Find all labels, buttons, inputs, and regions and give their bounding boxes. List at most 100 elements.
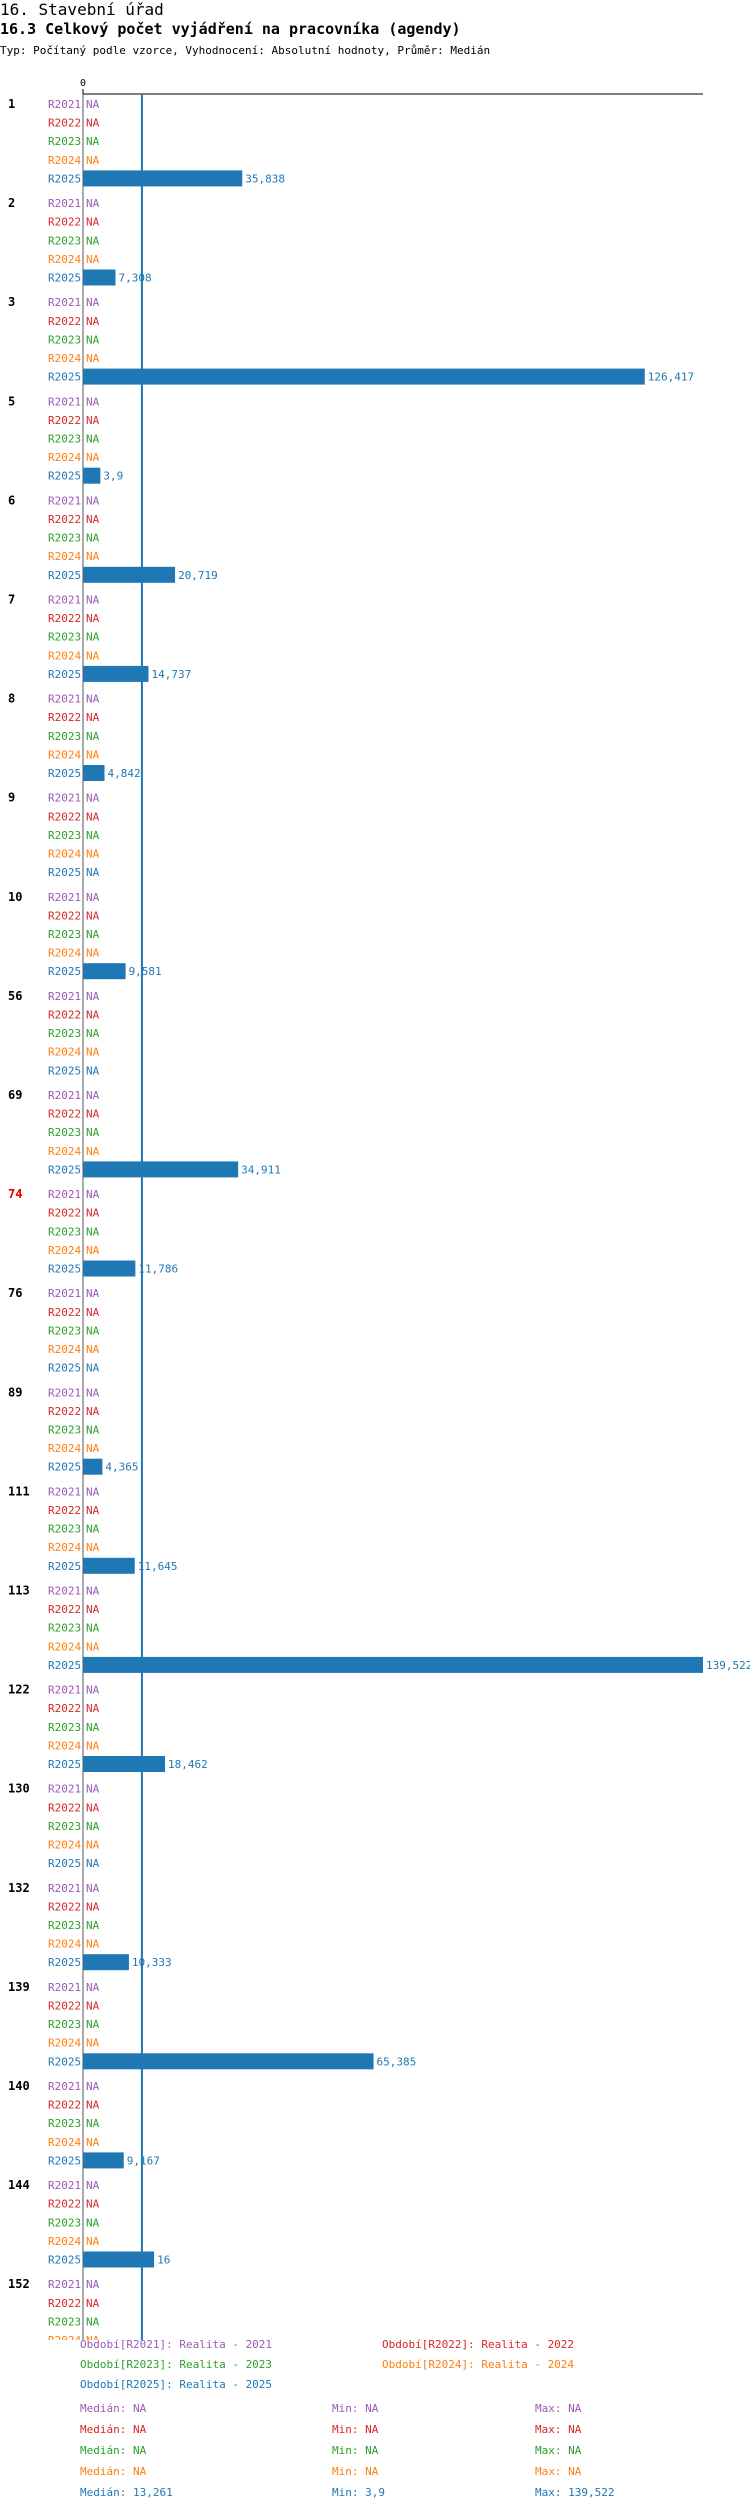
- series-label: R2025: [48, 2055, 81, 2068]
- group-label: 74: [8, 1187, 22, 1201]
- series-label: R2021: [48, 395, 81, 408]
- na-label: NA: [86, 693, 100, 706]
- data-label: 11,645: [138, 1560, 178, 1573]
- series-label: R2025: [48, 371, 81, 384]
- series-label: R2021: [48, 197, 81, 210]
- bar: [83, 1557, 135, 1574]
- na-label: NA: [86, 433, 100, 446]
- na-label: NA: [86, 333, 100, 346]
- na-label: NA: [86, 1485, 100, 1498]
- chart-title: 16.3 Celkový počet vyjádření na pracovní…: [0, 20, 461, 38]
- series-label: R2021: [48, 693, 81, 706]
- group-label: 69: [8, 1088, 22, 1102]
- na-label: NA: [86, 1108, 100, 1121]
- na-label: NA: [86, 2000, 100, 2013]
- na-label: NA: [86, 1981, 100, 1994]
- na-label: NA: [86, 1244, 100, 1257]
- bar: [83, 467, 101, 484]
- series-label: R2024: [48, 1839, 81, 1852]
- series-label: R2024: [48, 352, 81, 365]
- na-label: NA: [86, 1324, 100, 1337]
- series-label: R2025: [48, 1758, 81, 1771]
- na-label: NA: [86, 1009, 100, 1022]
- series-label: R2025: [48, 1659, 81, 1672]
- x-tick-label: 0: [80, 78, 86, 89]
- na-label: NA: [86, 2018, 100, 2031]
- na-label: NA: [86, 2334, 100, 2340]
- group-label: 7: [8, 593, 15, 607]
- series-label: R2023: [48, 1820, 81, 1833]
- group-label: 130: [8, 1782, 30, 1796]
- series-label: R2021: [48, 2278, 81, 2291]
- group-label: 8: [8, 692, 15, 706]
- series-label: R2024: [48, 2037, 81, 2050]
- bar: [83, 368, 645, 385]
- series-label: R2022: [48, 1108, 81, 1121]
- legend-period: Období[R2021]: Realita - 2021: [80, 2338, 273, 2351]
- data-label: 3,9: [103, 470, 123, 483]
- series-label: R2024: [48, 947, 81, 960]
- na-label: NA: [86, 1938, 100, 1951]
- na-label: NA: [86, 848, 100, 861]
- series-label: R2022: [48, 1504, 81, 1517]
- series-label: R2025: [48, 1263, 81, 1276]
- series-label: R2024: [48, 451, 81, 464]
- legend-period: Období[R2023]: Realita - 2023: [80, 2358, 273, 2371]
- data-label: 4,842: [108, 767, 141, 780]
- series-label: R2025: [48, 965, 81, 978]
- na-label: NA: [86, 711, 100, 724]
- na-label: NA: [86, 810, 100, 823]
- na-label: NA: [86, 98, 100, 111]
- bar: [83, 566, 176, 583]
- series-label: R2021: [48, 1684, 81, 1697]
- series-label: R2023: [48, 928, 81, 941]
- na-label: NA: [86, 550, 100, 563]
- na-label: NA: [86, 891, 100, 904]
- group-label: 9: [8, 791, 15, 805]
- na-label: NA: [86, 730, 100, 743]
- bar: [83, 2053, 374, 2070]
- na-label: NA: [86, 197, 100, 210]
- bar: [83, 1656, 703, 1673]
- series-label: R2021: [48, 1089, 81, 1102]
- group-label: 132: [8, 1881, 30, 1895]
- na-label: NA: [86, 1504, 100, 1517]
- series-label: R2023: [48, 333, 81, 346]
- na-label: NA: [86, 2099, 100, 2112]
- group-label: 5: [8, 394, 15, 408]
- series-label: R2024: [48, 748, 81, 761]
- series-label: R2024: [48, 649, 81, 662]
- legend-min: Min: 3,9: [332, 2486, 385, 2499]
- na-label: NA: [86, 1188, 100, 1201]
- na-label: NA: [86, 928, 100, 941]
- series-label: R2025: [48, 1857, 81, 1870]
- na-label: NA: [86, 1900, 100, 1913]
- bar: [83, 2251, 155, 2268]
- bar: [83, 170, 243, 187]
- bar: [83, 1458, 103, 1475]
- group-label: 113: [8, 1584, 30, 1598]
- data-label: 14,737: [151, 668, 191, 681]
- series-label: R2022: [48, 1306, 81, 1319]
- legend-median: Medián: 13,261: [80, 2486, 173, 2499]
- na-label: NA: [86, 1207, 100, 1220]
- series-label: R2025: [48, 1956, 81, 1969]
- series-label: R2024: [48, 2334, 81, 2340]
- na-label: NA: [86, 216, 100, 229]
- na-label: NA: [86, 1721, 100, 1734]
- na-label: NA: [86, 1622, 100, 1635]
- na-label: NA: [86, 2080, 100, 2093]
- na-label: NA: [86, 2136, 100, 2149]
- data-label: 18,462: [168, 1758, 208, 1771]
- data-label: 65,385: [377, 2055, 417, 2068]
- legend-max: Max: 139,522: [535, 2486, 615, 2499]
- series-label: R2022: [48, 1900, 81, 1913]
- group-label: 144: [8, 2178, 30, 2192]
- series-label: R2025: [48, 668, 81, 681]
- na-label: NA: [86, 154, 100, 167]
- na-label: NA: [86, 1839, 100, 1852]
- series-label: R2023: [48, 1126, 81, 1139]
- series-label: R2021: [48, 990, 81, 1003]
- na-label: NA: [86, 594, 100, 607]
- series-label: R2023: [48, 433, 81, 446]
